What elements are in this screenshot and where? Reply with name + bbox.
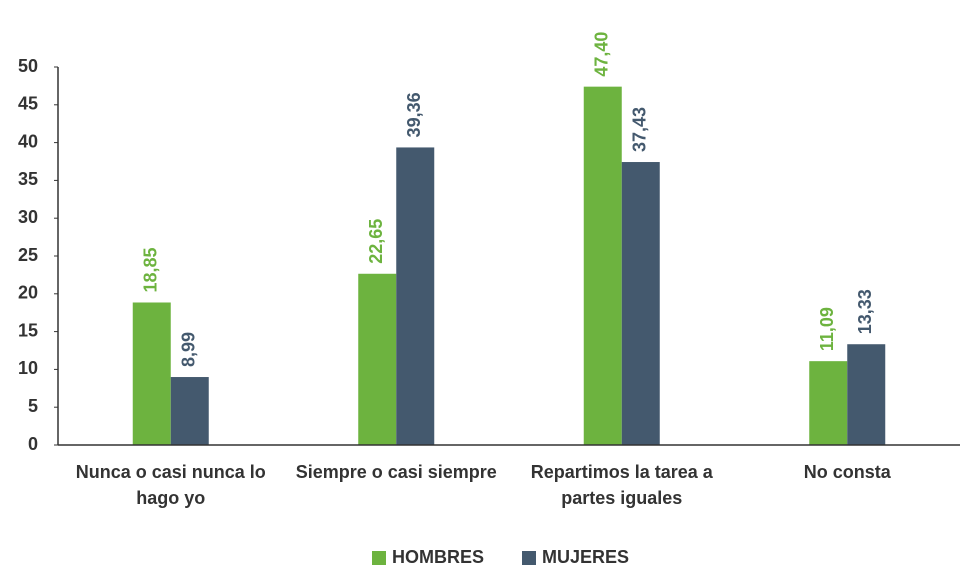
- y-tick-label: 10: [18, 358, 38, 378]
- data-label: 22,65: [366, 219, 386, 264]
- bar: [132, 302, 171, 445]
- y-tick-label: 45: [18, 94, 38, 114]
- data-label: 47,40: [592, 32, 612, 77]
- bar: [809, 361, 848, 445]
- data-label: 13,33: [855, 289, 875, 334]
- bar: [583, 86, 622, 445]
- x-tick-label: Siempre o casi siempre: [295, 462, 497, 482]
- bar: [170, 377, 209, 445]
- legend-label: MUJERES: [542, 547, 629, 567]
- data-label: 37,43: [630, 107, 650, 152]
- y-tick-label: 0: [28, 434, 38, 454]
- y-tick-label: 30: [18, 207, 38, 227]
- x-tick-label: No consta: [803, 462, 891, 482]
- legend-label: HOMBRES: [392, 547, 484, 567]
- x-tick-label: Repartimos la tarea a partes iguales: [530, 462, 713, 508]
- y-tick-label: 5: [28, 396, 38, 416]
- bar: [396, 147, 435, 445]
- y-tick-label: 40: [18, 131, 38, 151]
- bar: [621, 162, 660, 445]
- y-tick-label: 20: [18, 283, 38, 303]
- bar: [847, 344, 886, 445]
- bar: [358, 273, 397, 445]
- data-label: 18,85: [141, 247, 161, 292]
- legend-swatch: [522, 551, 536, 565]
- y-tick-label: 50: [18, 56, 38, 76]
- data-label: 11,09: [817, 307, 837, 351]
- y-tick-label: 25: [18, 245, 38, 265]
- x-tick-label: Nunca o casi nunca lo hago yo: [75, 462, 266, 508]
- y-tick-label: 35: [18, 169, 38, 189]
- data-label: 8,99: [179, 332, 199, 367]
- data-label: 39,36: [404, 92, 424, 137]
- y-tick-label: 15: [18, 320, 38, 340]
- legend-swatch: [372, 551, 386, 565]
